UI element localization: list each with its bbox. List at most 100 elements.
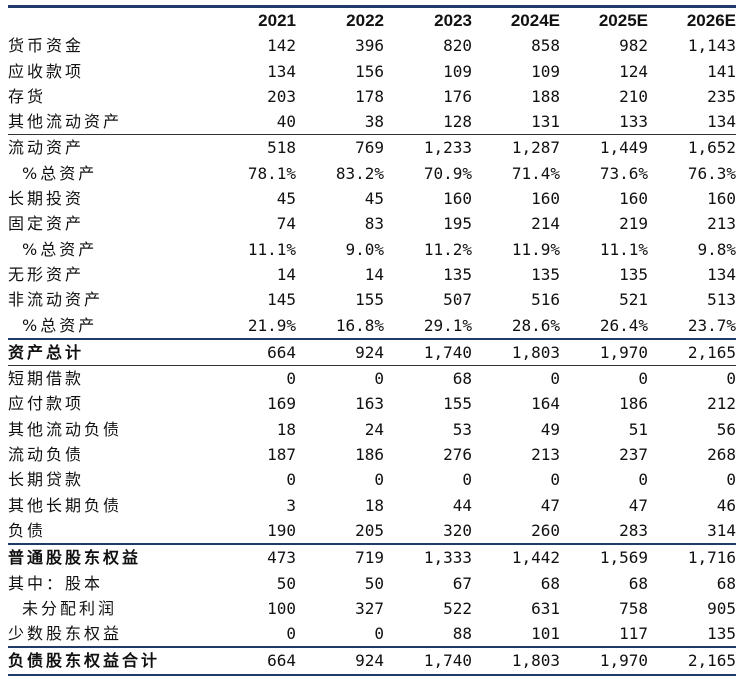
balance-sheet-table: 2021 2022 2023 2024E 2025E 2026E 货币资金 142… xyxy=(8,8,736,676)
value-cell: 109 xyxy=(443,61,472,81)
value-cell: 1,803 xyxy=(472,647,560,676)
value-cell: 160 xyxy=(531,189,560,209)
value-cell: 76.3% xyxy=(687,163,736,183)
value-cell: 769 xyxy=(355,138,384,158)
value-cell: 924 xyxy=(296,338,384,367)
table-row: 其中：股本 50 50 67 68 68 68 xyxy=(8,571,736,596)
value-cell: 0 xyxy=(208,621,296,649)
value-cell: 210 xyxy=(619,86,648,106)
value-cell: 213 xyxy=(531,445,560,465)
value-cell: 176 xyxy=(443,86,472,106)
value-cell: 0 xyxy=(726,470,736,490)
value-cell: 155 xyxy=(443,394,472,414)
value-cell: 0 xyxy=(462,470,472,490)
table-row: 其他长期负债 3 18 44 47 47 46 xyxy=(8,493,736,518)
value-cell: 924 xyxy=(296,647,384,676)
table-row: 普通股股东权益 473 719 1,333 1,442 1,569 1,716 xyxy=(8,544,736,570)
value-cell: 664 xyxy=(208,647,296,676)
value-cell: 190 xyxy=(208,517,296,546)
value-cell: 1,143 xyxy=(687,36,736,56)
value-cell: 0 xyxy=(550,470,560,490)
table-row: 存货 203 178 176 188 210 235 xyxy=(8,84,736,109)
table-body: 货币资金 142 396 820 858 982 1,143 应收款项 134 156 109 109… xyxy=(8,33,736,676)
value-cell: 664 xyxy=(208,338,296,367)
row-label: 货币资金 xyxy=(8,36,85,56)
value-cell: 1,740 xyxy=(384,647,472,676)
value-cell: 21.9% xyxy=(208,312,296,340)
value-cell: 67 xyxy=(452,573,472,593)
row-label: %总资产 xyxy=(22,239,98,259)
value-cell: 283 xyxy=(560,517,648,546)
table-row: 短期借款 0 0 68 0 0 0 xyxy=(8,366,736,392)
value-cell: 631 xyxy=(531,598,560,618)
value-cell: 18 xyxy=(364,495,384,515)
value-cell: 156 xyxy=(355,61,384,81)
value-cell: 507 xyxy=(443,290,472,310)
value-cell: 473 xyxy=(267,548,296,568)
value-cell: 11.9% xyxy=(511,239,560,259)
value-cell: 141 xyxy=(707,61,736,81)
header-cell: 2023 xyxy=(434,11,472,30)
value-cell: 100 xyxy=(267,598,296,618)
row-label: 长期投资 xyxy=(8,189,85,209)
row-label: 固定资产 xyxy=(8,214,85,234)
row-label: 普通股股东权益 xyxy=(8,548,142,568)
value-cell: 47 xyxy=(628,495,648,515)
value-cell: 982 xyxy=(619,36,648,56)
top-rule xyxy=(8,5,736,8)
value-cell: 178 xyxy=(355,86,384,106)
table-row: 负债 190 205 320 260 283 314 xyxy=(8,517,736,546)
value-cell: 124 xyxy=(619,61,648,81)
value-cell: 1,449 xyxy=(599,138,648,158)
row-label: 负债股东权益合计 xyxy=(8,647,208,676)
table-row: 应付款项 169 163 155 164 186 212 xyxy=(8,391,736,416)
value-cell: 160 xyxy=(443,189,472,209)
value-cell: 219 xyxy=(619,214,648,234)
value-cell: 0 xyxy=(374,369,384,389)
header-cell: 2022 xyxy=(346,11,384,30)
value-cell: 396 xyxy=(355,36,384,56)
value-cell: 134 xyxy=(267,61,296,81)
value-cell: 50 xyxy=(276,573,296,593)
value-cell: 142 xyxy=(267,36,296,56)
row-label: 流动资产 xyxy=(8,138,85,158)
value-cell: 128 xyxy=(384,109,472,136)
value-cell: 164 xyxy=(531,394,560,414)
row-label: 应收款项 xyxy=(8,61,85,81)
table-row: 未分配利润 100 327 522 631 758 905 xyxy=(8,596,736,621)
value-cell: 212 xyxy=(707,394,736,414)
row-label: %总资产 xyxy=(8,312,208,340)
value-cell: 1,287 xyxy=(511,138,560,158)
value-cell: 237 xyxy=(619,445,648,465)
value-cell: 24 xyxy=(364,419,384,439)
value-cell: 214 xyxy=(531,214,560,234)
value-cell: 0 xyxy=(286,369,296,389)
value-cell: 74 xyxy=(276,214,296,234)
value-cell: 0 xyxy=(296,621,384,649)
header-row: 2021 2022 2023 2024E 2025E 2026E xyxy=(8,8,736,33)
value-cell: 820 xyxy=(443,36,472,56)
value-cell: 0 xyxy=(374,470,384,490)
row-label: 其他流动资产 xyxy=(8,109,208,136)
value-cell: 163 xyxy=(355,394,384,414)
value-cell: 18 xyxy=(276,419,296,439)
value-cell: 117 xyxy=(560,621,648,649)
value-cell: 268 xyxy=(707,445,736,465)
value-cell: 186 xyxy=(619,394,648,414)
value-cell: 133 xyxy=(560,109,648,136)
row-label: 非流动资产 xyxy=(8,290,104,310)
table-row: %总资产 21.9% 16.8% 29.1% 28.6% 26.4% 23.7% xyxy=(8,312,736,340)
row-label: 负债 xyxy=(8,517,208,546)
value-cell: 68 xyxy=(628,573,648,593)
value-cell: 1,442 xyxy=(511,548,560,568)
value-cell: 160 xyxy=(707,189,736,209)
value-cell: 513 xyxy=(707,290,736,310)
table-row: 负债股东权益合计 664 924 1,740 1,803 1,970 2,165 xyxy=(8,647,736,676)
value-cell: 51 xyxy=(628,419,648,439)
value-cell: 134 xyxy=(707,264,736,284)
value-cell: 518 xyxy=(267,138,296,158)
row-label: 流动负债 xyxy=(8,445,85,465)
value-cell: 23.7% xyxy=(648,312,736,340)
value-cell: 88 xyxy=(384,621,472,649)
value-cell: 26.4% xyxy=(560,312,648,340)
